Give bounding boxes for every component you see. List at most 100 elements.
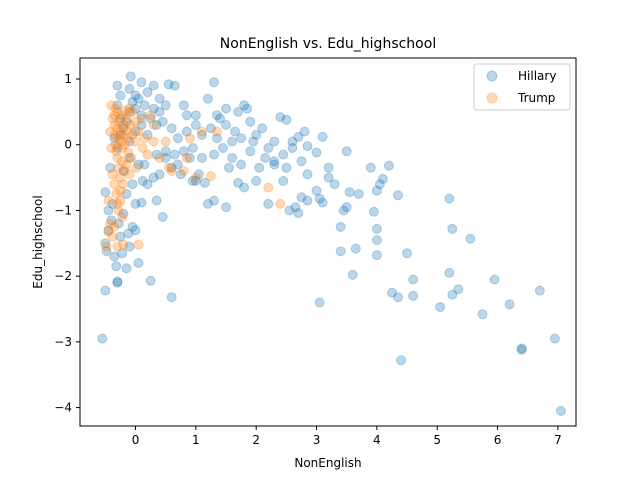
- data-point: [139, 100, 150, 111]
- data-point: [133, 258, 144, 268]
- data-point: [393, 190, 403, 201]
- data-point: [130, 136, 141, 147]
- data-point: [119, 166, 130, 176]
- data-point: [118, 129, 129, 140]
- y-tick-label: −4: [54, 401, 72, 415]
- data-point: [205, 123, 216, 134]
- data-point: [383, 160, 394, 171]
- data-point: [317, 197, 328, 208]
- data-point: [106, 215, 117, 226]
- data-point: [371, 250, 382, 261]
- data-point: [130, 225, 141, 236]
- data-point: [227, 152, 238, 163]
- data-point: [121, 189, 132, 199]
- data-point: [314, 193, 325, 204]
- data-point: [137, 143, 148, 153]
- data-point: [160, 100, 171, 111]
- data-point: [293, 208, 304, 219]
- data-point: [465, 233, 476, 244]
- data-point: [142, 179, 153, 190]
- data-point: [534, 285, 545, 296]
- data-point: [302, 195, 313, 206]
- data-point: [103, 195, 114, 206]
- x-tick-label: 2: [252, 433, 260, 447]
- data-point: [335, 246, 346, 257]
- data-point: [236, 159, 247, 170]
- points-layer: [97, 71, 566, 416]
- data-point: [113, 162, 124, 173]
- data-point: [117, 212, 128, 222]
- legend-label-trump: Trump: [517, 91, 555, 105]
- data-point: [118, 120, 129, 130]
- data-point: [100, 238, 111, 249]
- data-point: [190, 120, 201, 130]
- y-tick-label: 1: [64, 72, 72, 86]
- data-point: [284, 205, 295, 216]
- data-point: [103, 205, 114, 216]
- data-point: [124, 152, 135, 163]
- legend: Hillary Trump: [473, 63, 571, 111]
- data-point: [123, 228, 134, 239]
- data-point: [136, 120, 147, 130]
- data-point: [113, 205, 124, 216]
- data-point: [103, 226, 114, 237]
- data-point: [133, 159, 144, 170]
- data-point: [101, 246, 112, 257]
- data-point: [269, 156, 280, 167]
- data-point: [254, 162, 265, 173]
- data-point: [489, 274, 500, 285]
- data-point: [106, 143, 117, 153]
- data-point: [329, 179, 340, 190]
- data-point: [209, 149, 219, 160]
- data-point: [117, 143, 128, 153]
- data-point: [112, 152, 123, 163]
- chart-title: NonEnglish vs. Edu_highschool: [220, 36, 436, 52]
- data-point: [117, 156, 128, 167]
- data-point: [154, 93, 165, 104]
- data-point: [125, 120, 136, 130]
- legend-marker-trump: [486, 92, 498, 104]
- data-point: [115, 90, 126, 101]
- data-point: [117, 110, 128, 121]
- data-point: [263, 182, 274, 193]
- data-point: [130, 126, 141, 137]
- data-point: [175, 169, 186, 180]
- plot-frame: [79, 57, 577, 427]
- data-point: [113, 218, 124, 229]
- data-point: [296, 156, 307, 167]
- data-point: [115, 136, 126, 147]
- data-point: [248, 136, 259, 147]
- data-point: [269, 136, 280, 147]
- data-point: [233, 177, 244, 188]
- data-point: [341, 146, 352, 157]
- data-point: [130, 198, 141, 209]
- legend-box: [473, 63, 571, 111]
- data-point: [113, 133, 124, 144]
- data-point: [393, 292, 403, 303]
- y-tick-label: −2: [54, 269, 72, 283]
- data-point: [123, 133, 134, 144]
- data-point: [218, 143, 228, 153]
- data-point: [447, 289, 458, 300]
- data-point: [163, 79, 174, 90]
- data-point: [293, 131, 304, 142]
- data-point: [120, 105, 131, 116]
- data-point: [166, 162, 177, 173]
- y-axis: 1 0 −1 −2 −3 −4: [54, 72, 80, 415]
- data-point: [408, 274, 419, 285]
- data-point: [100, 285, 111, 296]
- data-point: [230, 126, 241, 137]
- data-point: [181, 110, 192, 121]
- x-tick-label: 1: [192, 433, 200, 447]
- data-point: [117, 248, 128, 259]
- data-point: [105, 126, 116, 137]
- data-point: [127, 129, 138, 140]
- data-point: [212, 133, 222, 144]
- data-point: [245, 116, 256, 127]
- data-point: [212, 110, 222, 121]
- data-point: [115, 231, 126, 242]
- data-point: [549, 333, 560, 344]
- data-point: [112, 143, 123, 153]
- x-tick-label: 7: [554, 433, 562, 447]
- data-point: [112, 123, 123, 134]
